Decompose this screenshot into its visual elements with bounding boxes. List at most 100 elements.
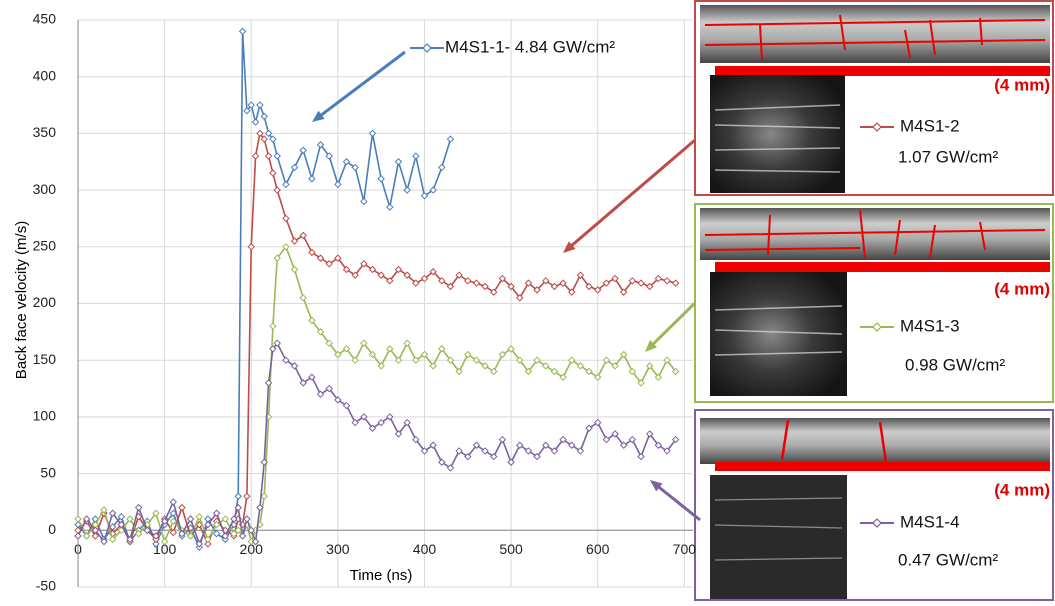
micrograph: [700, 418, 1050, 464]
data-point: [351, 418, 359, 427]
data-point: [611, 274, 619, 283]
data-point: [238, 27, 247, 36]
y-tick-label: -50: [36, 578, 56, 594]
data-point: [351, 163, 359, 172]
data-point: [542, 362, 550, 370]
data-point: [169, 498, 177, 506]
data-point: [420, 447, 429, 455]
data-point: [256, 503, 264, 512]
data-point: [594, 418, 602, 427]
data-point: [628, 277, 637, 285]
data-point: [282, 356, 290, 364]
data-point: [654, 373, 663, 381]
data-point: [134, 503, 143, 512]
data-point: [438, 345, 446, 353]
data-point: [230, 529, 238, 538]
data-point: [490, 288, 498, 296]
data-point: [394, 430, 403, 438]
data-point: [260, 492, 268, 500]
data-point: [126, 515, 134, 523]
data-point: [663, 277, 671, 285]
data-point: [316, 328, 325, 336]
data-point: [169, 528, 177, 537]
data-point: [386, 413, 394, 421]
data-point: [230, 515, 238, 523]
data-point: [429, 268, 437, 276]
data-point: [234, 526, 242, 535]
data-point: [602, 435, 611, 444]
data-point: [671, 279, 680, 287]
data-point: [481, 362, 489, 370]
data-point: [472, 441, 481, 449]
data-point: [403, 186, 411, 194]
data-point: [204, 535, 212, 544]
series-line: [77, 341, 677, 547]
data-point: [420, 192, 429, 200]
data-point: [269, 169, 277, 177]
data-point: [481, 447, 489, 455]
data-point: [221, 532, 229, 540]
data-point: [637, 452, 645, 461]
annotation-arrow: [317, 50, 406, 119]
data-point: [342, 345, 351, 353]
data-point: [377, 175, 385, 183]
data-point: [542, 441, 550, 449]
y-tick-label: 250: [33, 238, 57, 254]
data-point: [559, 373, 567, 381]
data-point: [394, 158, 403, 166]
data-point: [160, 517, 169, 525]
data-point: [446, 282, 455, 291]
data-point: [360, 413, 368, 421]
data-point: [550, 282, 559, 291]
data-point: [619, 350, 628, 359]
c-scan-streaks: [714, 497, 843, 561]
data-point: [585, 424, 593, 432]
data-point: [308, 175, 316, 183]
y-tick-label: 300: [33, 181, 57, 197]
intensity-label: 0.47 GW/cm²: [898, 550, 998, 569]
data-point: [212, 509, 221, 517]
data-point: [368, 424, 377, 432]
data-point: [247, 243, 255, 251]
data-point: [117, 512, 126, 521]
data-point: [234, 492, 242, 500]
data-point: [663, 356, 671, 364]
data-point: [334, 180, 342, 189]
data-point: [412, 356, 420, 364]
data-point: [290, 237, 299, 245]
legend-marker: [872, 322, 882, 332]
data-point: [351, 356, 359, 364]
data-point: [403, 339, 411, 347]
data-point: [273, 152, 281, 160]
data-point: [186, 532, 195, 540]
data-point: [568, 441, 576, 449]
data-point: [446, 464, 455, 472]
legend-marker: [872, 518, 882, 528]
data-point: [264, 152, 273, 160]
inset-panel: [694, 0, 1054, 196]
data-point: [160, 537, 169, 546]
data-point: [282, 180, 290, 189]
legend-marker: [872, 122, 882, 132]
data-point: [316, 254, 325, 262]
data-point: [568, 288, 576, 296]
data-point: [524, 447, 533, 455]
data-point: [91, 526, 100, 535]
data-point: [429, 362, 437, 370]
data-point: [342, 158, 351, 166]
data-point: [260, 458, 268, 466]
data-point: [628, 435, 637, 444]
data-point: [585, 367, 593, 376]
data-point: [394, 356, 403, 364]
data-point: [290, 265, 299, 274]
data-point: [611, 430, 619, 438]
data-point: [464, 350, 472, 359]
data-point: [472, 279, 481, 287]
data-point: [645, 430, 654, 438]
data-point: [117, 520, 126, 529]
arrow-head: [650, 480, 663, 492]
y-axis-label: Back face velocity (m/s): [13, 221, 30, 379]
data-point: [204, 520, 212, 529]
data-point: [377, 271, 385, 279]
